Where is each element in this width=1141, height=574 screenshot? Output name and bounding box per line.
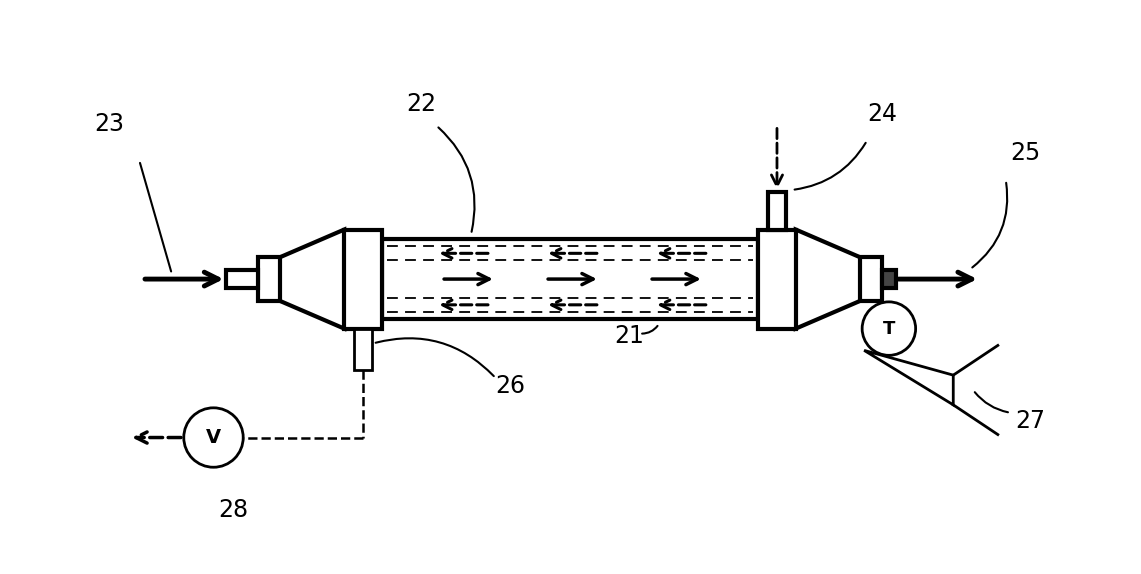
Polygon shape — [795, 230, 860, 328]
Text: 26: 26 — [495, 374, 526, 398]
Text: 28: 28 — [218, 498, 249, 522]
Text: T: T — [883, 320, 895, 338]
Bar — [768, 192, 786, 230]
Bar — [882, 270, 896, 288]
Bar — [758, 230, 795, 328]
Circle shape — [184, 408, 243, 467]
Polygon shape — [258, 257, 280, 301]
Polygon shape — [860, 257, 882, 301]
Text: 22: 22 — [406, 92, 437, 116]
Bar — [382, 239, 758, 319]
Circle shape — [863, 302, 915, 355]
Bar — [345, 230, 382, 328]
Bar — [354, 328, 372, 370]
Bar — [226, 270, 258, 288]
Text: V: V — [205, 428, 221, 447]
Text: 21: 21 — [615, 324, 645, 348]
Text: 24: 24 — [867, 102, 897, 126]
Text: 27: 27 — [1015, 409, 1045, 433]
Polygon shape — [280, 230, 345, 328]
Text: 23: 23 — [95, 111, 124, 135]
Polygon shape — [864, 350, 953, 405]
Text: 25: 25 — [1011, 141, 1041, 165]
